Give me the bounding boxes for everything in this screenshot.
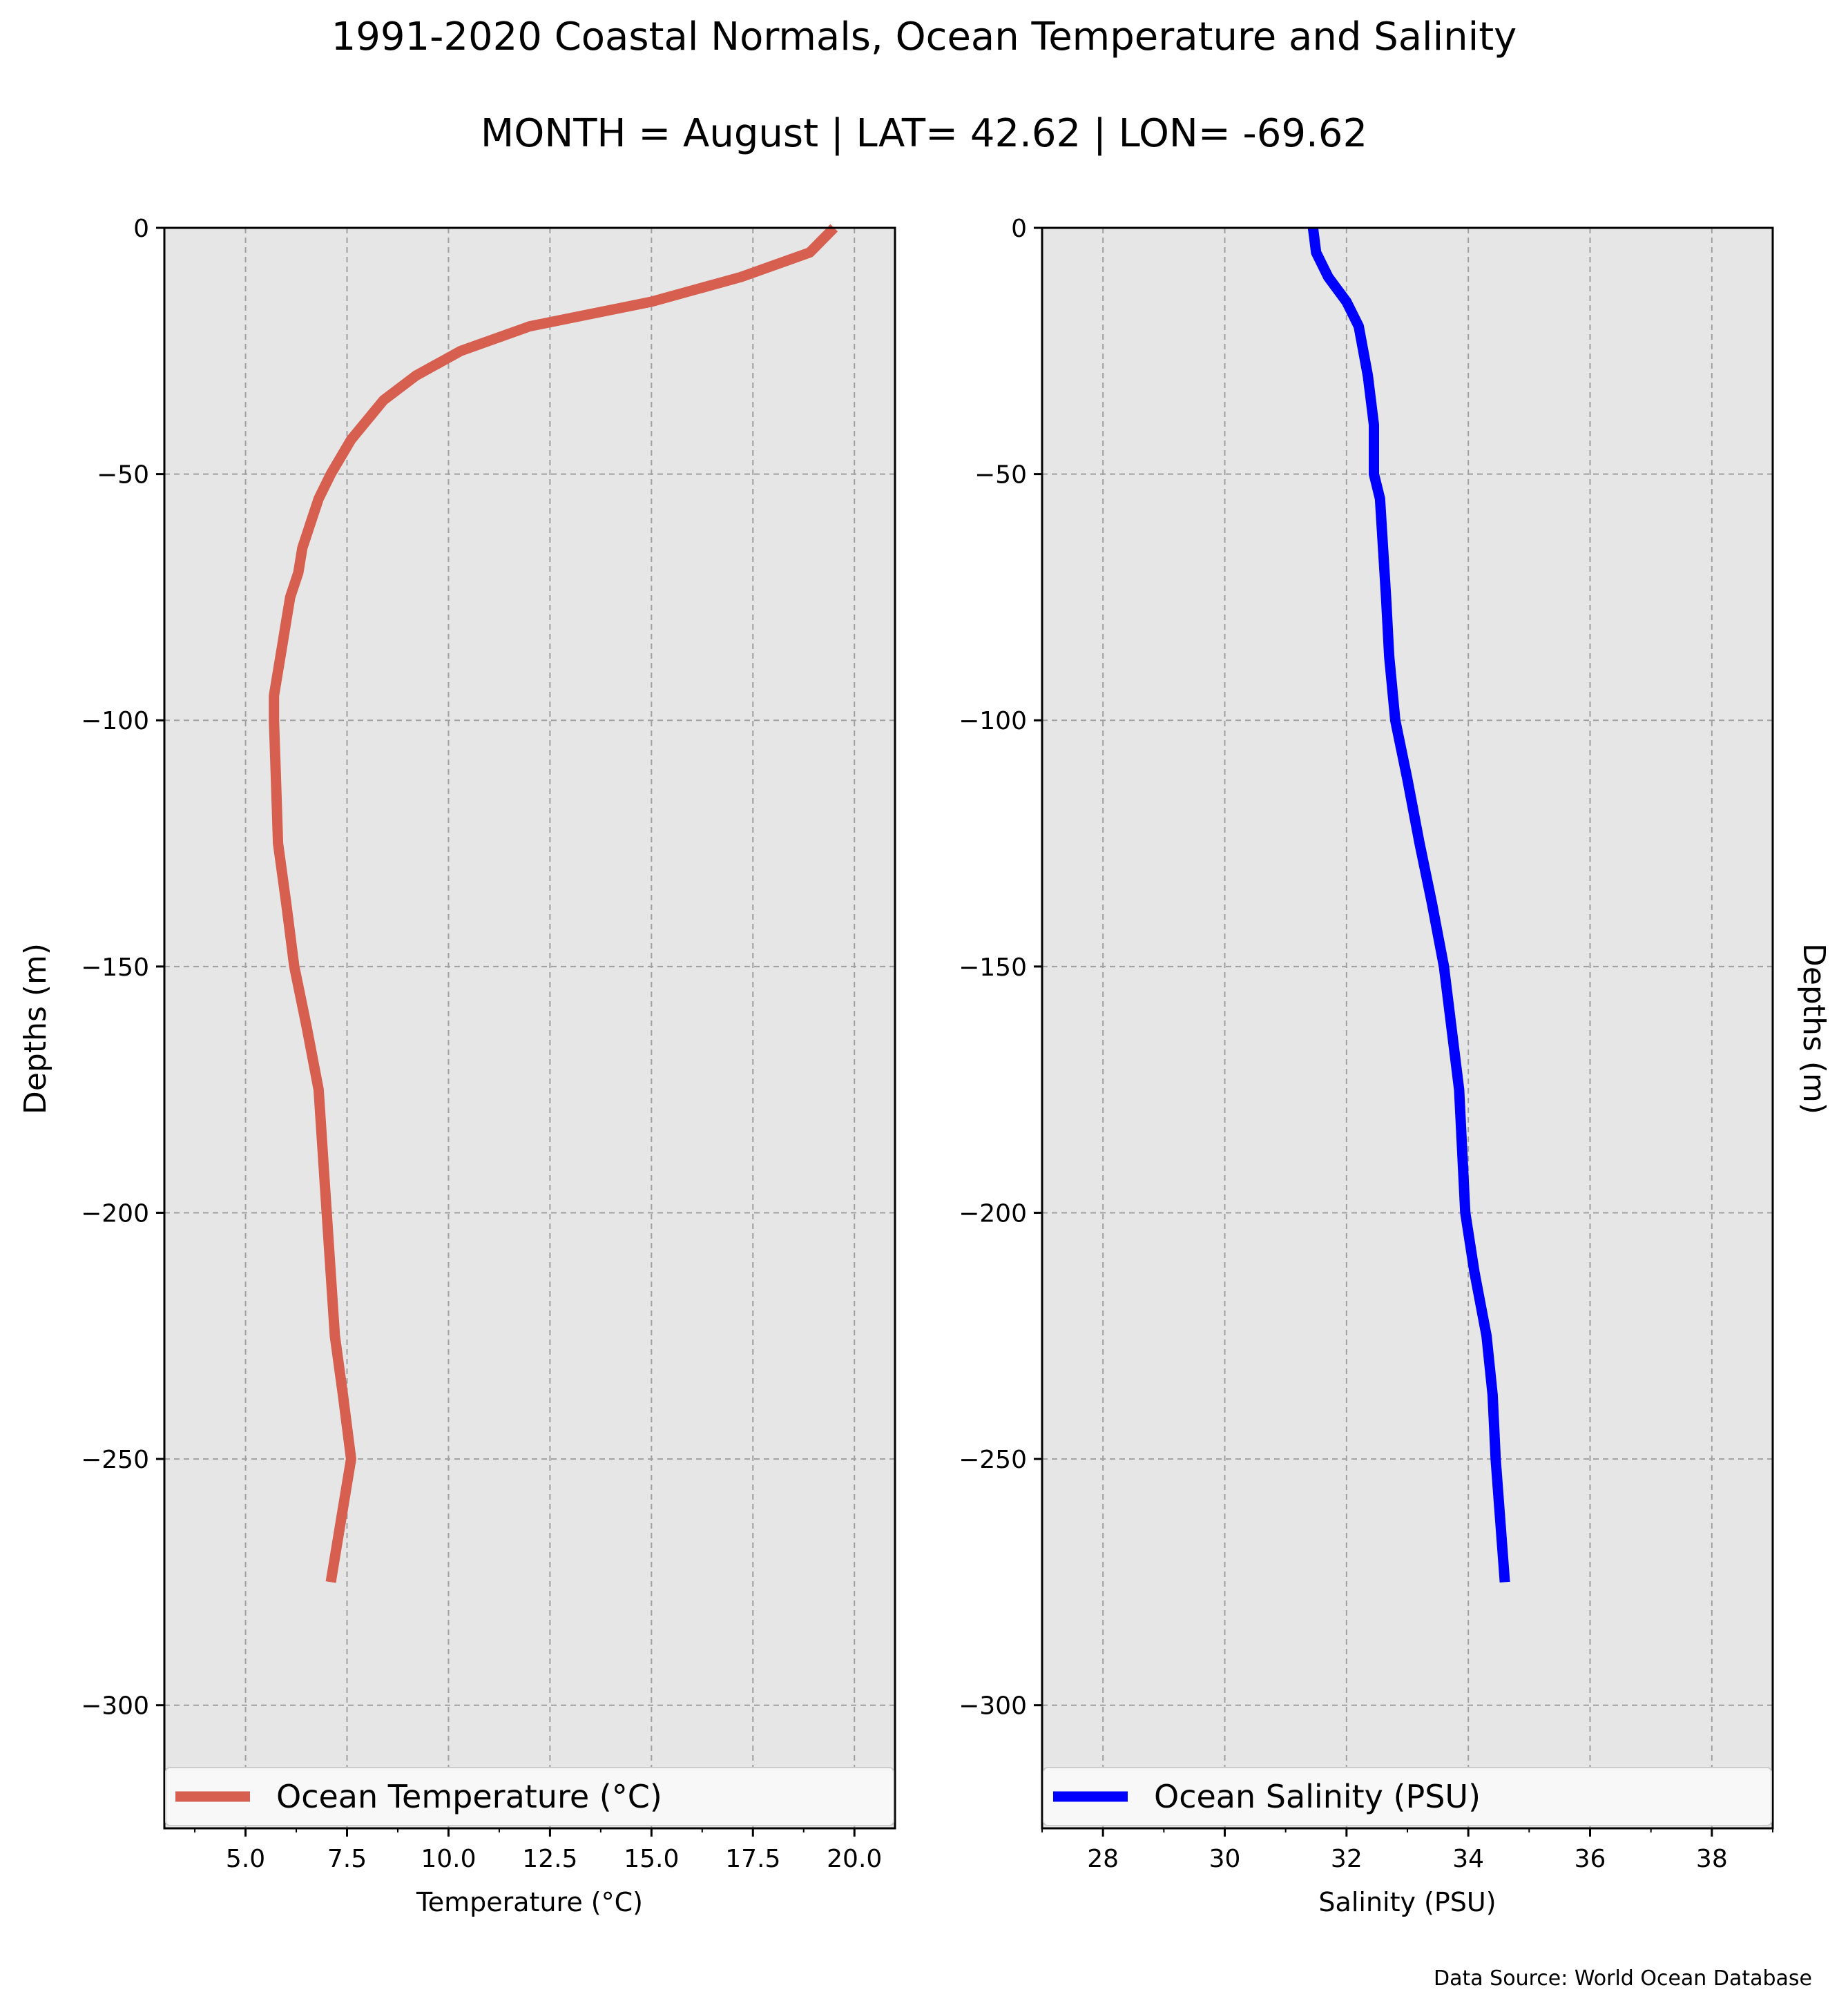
- x-tick-label: 10.0: [421, 1845, 476, 1873]
- x-tick-label: 30: [1209, 1845, 1241, 1873]
- y-tick-label: −100: [81, 707, 149, 735]
- x-tick-label: 28: [1087, 1845, 1119, 1873]
- figure-subtitle: MONTH = August | LAT= 42.62 | LON= -69.6…: [481, 111, 1367, 156]
- y-tick-label: −250: [81, 1446, 149, 1474]
- y-tick-label: −250: [959, 1446, 1027, 1474]
- salinity-panel: 0 −50 −100 −150 −200 −250 −300 28 30 32 34 36 38 Sali…: [959, 215, 1774, 1917]
- right-y-axis-label: Depths (m): [1796, 943, 1831, 1114]
- x-tick-label: 17.5: [725, 1845, 780, 1873]
- y-tick-label: −200: [959, 1199, 1027, 1228]
- x-axis-label: Temperature (°C): [416, 1887, 643, 1917]
- temperature-panel: 0 −50 −100 −150 −200 −250 −300 5.0 7.5 10.0 12.5 15…: [81, 215, 896, 1917]
- legend-box: [165, 1767, 894, 1826]
- y-tick-label: −50: [97, 461, 149, 490]
- series-line-0: [1307, 227, 1510, 1583]
- y-tick-label: −300: [959, 1692, 1027, 1721]
- x-tick-label: 20.0: [827, 1845, 882, 1873]
- data-source-note: Data Source: World Ocean Database: [1434, 1966, 1812, 1991]
- x-tick-label: 7.5: [327, 1845, 367, 1873]
- x-tick-label: 5.0: [226, 1845, 265, 1873]
- legend-label: Ocean Salinity (PSU): [1154, 1778, 1481, 1815]
- x-tick-label: 15.0: [624, 1845, 679, 1873]
- x-tick-label: 36: [1575, 1845, 1606, 1873]
- y-tick-label: −150: [959, 954, 1027, 982]
- x-axis-label: Salinity (PSU): [1318, 1887, 1496, 1917]
- y-tick-label: 0: [1011, 215, 1027, 243]
- legend-label: Ocean Temperature (°C): [276, 1778, 662, 1815]
- y-tick-label: 0: [133, 215, 149, 243]
- y-tick-label: −150: [81, 954, 149, 982]
- x-tick-label: 34: [1452, 1845, 1484, 1873]
- plot-area: [1042, 228, 1773, 1828]
- legend-box: [1043, 1767, 1772, 1826]
- axes-frame: [163, 226, 896, 1830]
- y-tick-label: −300: [81, 1692, 149, 1721]
- left-y-axis-label: Depths (m): [18, 943, 53, 1114]
- x-tick-label: 38: [1696, 1845, 1728, 1873]
- y-tick-label: −200: [81, 1199, 149, 1228]
- figure-title: 1991-2020 Coastal Normals, Ocean Tempera…: [331, 14, 1517, 59]
- series-line-0: [269, 224, 838, 1583]
- y-tick-label: −100: [959, 707, 1027, 735]
- x-tick-label: 32: [1331, 1845, 1363, 1873]
- x-tick-label: 12.5: [522, 1845, 577, 1873]
- plot-area: [164, 228, 895, 1828]
- y-tick-label: −50: [974, 461, 1027, 490]
